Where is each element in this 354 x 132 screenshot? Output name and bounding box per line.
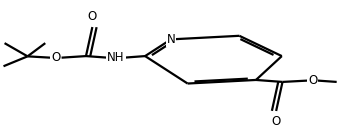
Text: O: O (88, 10, 97, 23)
Text: O: O (51, 51, 61, 64)
Text: O: O (272, 115, 281, 128)
Text: O: O (308, 74, 317, 87)
Text: N: N (167, 33, 175, 46)
Text: NH: NH (107, 51, 125, 64)
